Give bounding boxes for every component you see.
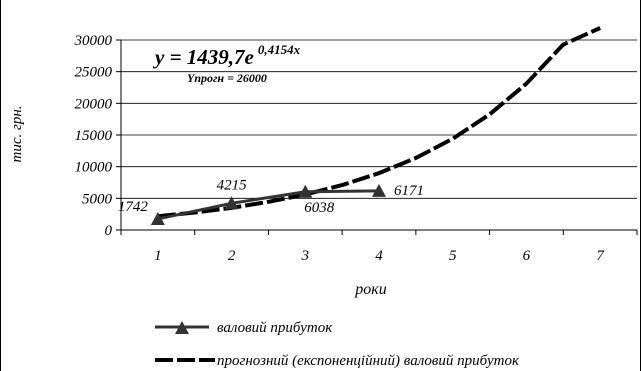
x-axis-ticks: 1 2 3 4 5 6 7 [120,230,638,264]
x-axis-label: роки [354,281,386,298]
series-group [150,26,601,225]
x-tick-label-5: 6 [523,248,531,264]
x-tick-label-6: 7 [596,248,605,264]
data-label-1: 4215 [217,177,248,193]
y-axis-label: тис. грн. [9,105,25,162]
x-tick-label-2: 3 [301,248,310,264]
x-tick-label-4: 5 [449,248,457,264]
y-tick-label-4: 20000 [75,96,113,112]
x-tick-label-1: 2 [228,248,236,264]
data-labels: 1742 4215 6038 6171 [118,177,424,215]
trend-equation: y = 1439,7e 0,4154x [152,42,301,69]
actual-marker-0 [150,211,165,225]
actual-line [157,189,380,221]
equation-exponent: 0,4154x [258,42,301,57]
y-tick-label-2: 10000 [75,160,113,176]
data-label-0: 1742 [118,199,149,215]
y-axis-ticks: 0 5000 10000 15000 20000 25000 30000 [74,33,121,239]
actual-marker-3 [372,183,386,197]
equation-main: y = 1439,7e [152,45,254,69]
forecast-note: Yпрогн = 26000 [187,71,267,85]
data-label-3: 6171 [394,183,424,199]
legend-label-forecast: прогнозний (експоненційний) валовий приб… [217,353,520,369]
y-tick-label-3: 15000 [75,128,113,144]
y-tick-label-0: 0 [105,223,113,239]
legend-swatch-actual [155,321,209,334]
y-tick-label-5: 25000 [75,65,113,81]
x-tick-label-0: 1 [154,248,162,264]
actual-marker-1 [224,196,239,210]
legend: валовий прибуток прогнозний (експоненцій… [155,320,520,369]
legend-label-actual: валовий прибуток [217,320,333,336]
gridlines [121,39,637,199]
y-tick-label-1: 5000 [82,191,113,207]
actual-marker-2 [298,184,313,198]
data-label-2: 6038 [304,200,335,216]
x-tick-label-3: 4 [375,248,383,264]
y-tick-label-6: 30000 [74,33,113,49]
